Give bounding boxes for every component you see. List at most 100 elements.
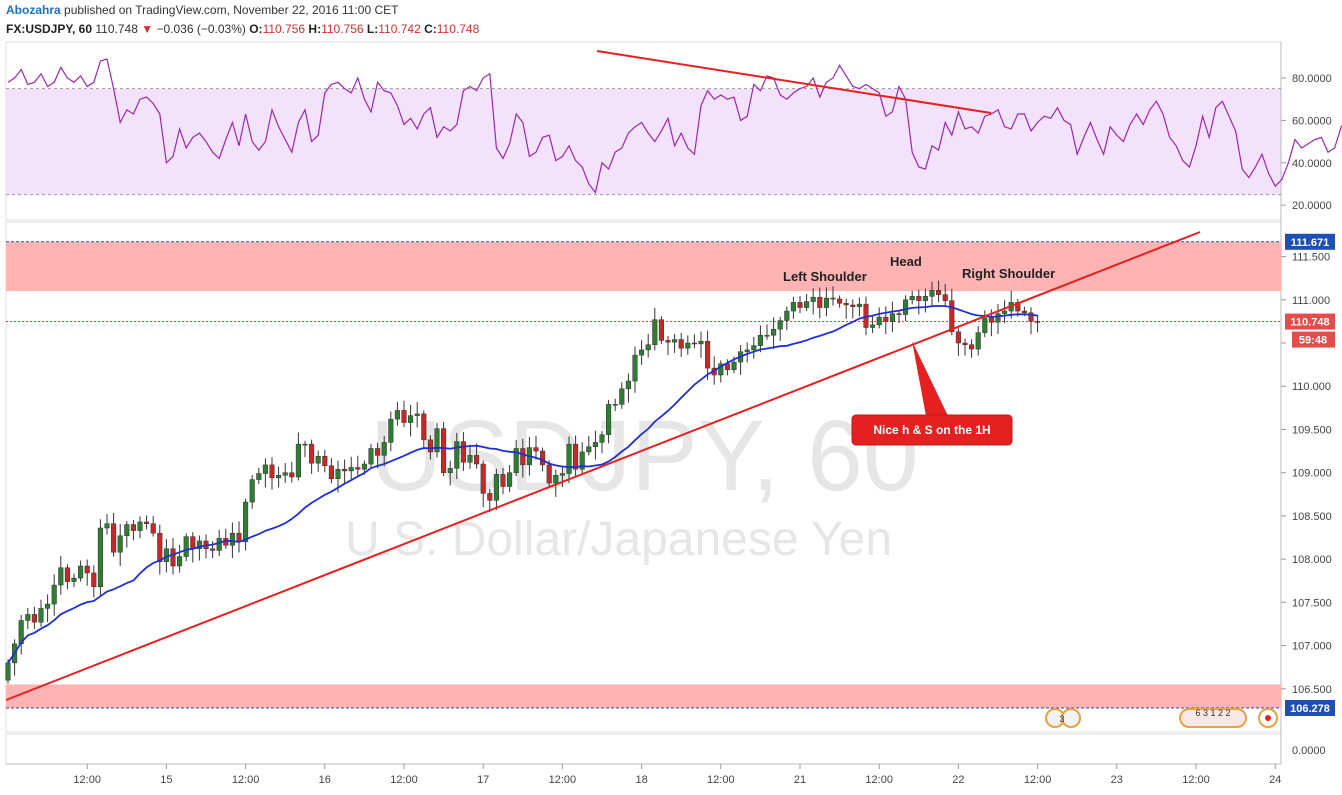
ohlc-line: FX:USDJPY, 60 110.748 ▼ −0.036 (−0.03%) … — [6, 22, 479, 36]
candle-body — [949, 300, 955, 333]
candle-body — [955, 331, 961, 344]
candle — [777, 317, 783, 341]
flag-us-jp-icon[interactable]: 3 — [1045, 708, 1081, 728]
candle — [843, 298, 849, 319]
candle-body — [78, 565, 84, 579]
candle — [289, 461, 295, 483]
candle — [573, 435, 579, 477]
candle-body — [665, 340, 671, 343]
candle-body — [639, 349, 645, 356]
candle-body — [909, 296, 915, 301]
flag-us-icon[interactable]: 6 3 1 2 2 — [1179, 708, 1247, 728]
candle-body — [45, 603, 51, 609]
candle — [797, 295, 803, 314]
candle — [771, 317, 777, 350]
candle — [25, 607, 31, 630]
candle-body — [276, 475, 282, 479]
time-tick-label: 23 — [1111, 774, 1123, 786]
close-label: C: — [424, 22, 437, 36]
candle-body — [718, 363, 724, 376]
last-price-badge — [1285, 313, 1335, 330]
event-count-1: 3 — [1059, 714, 1064, 724]
candle — [104, 513, 110, 535]
down-arrow-icon: ▼ — [141, 22, 154, 36]
time-tick-label: 18 — [635, 774, 647, 786]
time-tick-label: 12:00 — [1024, 774, 1052, 786]
candle-body — [269, 464, 275, 479]
time-tick-label: 12:00 — [707, 774, 735, 786]
time-tick-label: 24 — [1269, 774, 1281, 786]
candle-body — [434, 428, 440, 453]
candle — [850, 299, 856, 319]
candle-body — [592, 442, 598, 447]
candle-body — [929, 290, 935, 297]
candle-body — [38, 608, 44, 623]
candle — [929, 281, 935, 307]
candle — [408, 404, 414, 437]
candle — [58, 556, 64, 595]
author-name[interactable]: Abozahra — [6, 3, 61, 17]
candle — [632, 346, 638, 393]
support-price-badge — [1285, 699, 1335, 716]
candle-body — [962, 342, 968, 345]
candle-body — [408, 415, 414, 423]
candle — [738, 345, 744, 375]
candle — [685, 335, 691, 355]
rsi-divergence-line[interactable] — [596, 50, 992, 114]
candle-body — [137, 521, 143, 531]
rsi-band — [6, 88, 1281, 195]
time-tick-label: 15 — [160, 774, 172, 786]
candle-body — [104, 523, 110, 529]
candle-body — [513, 448, 519, 473]
candle — [170, 538, 176, 575]
candle-body — [157, 532, 163, 562]
candle-body — [507, 472, 513, 487]
candle — [1028, 307, 1034, 335]
candle — [546, 460, 552, 488]
candle-body — [150, 523, 156, 534]
candle — [124, 521, 130, 548]
candle-body — [361, 463, 367, 470]
candle-body — [71, 577, 77, 582]
candle-body — [975, 332, 981, 350]
open-label: O: — [249, 22, 263, 36]
candle — [355, 455, 361, 477]
candle — [150, 516, 156, 537]
candle-body — [606, 404, 612, 435]
candle — [612, 398, 618, 411]
ma-series — [7, 304, 1038, 664]
candle — [652, 307, 658, 351]
candle — [111, 512, 117, 557]
candle-body — [652, 319, 658, 345]
countdown-text: 59:48 — [1299, 335, 1327, 347]
rsi-tick-label: 80.0000 — [1292, 73, 1332, 85]
candle-body — [401, 410, 407, 423]
candle — [520, 438, 526, 478]
candle-body — [764, 334, 770, 337]
candle — [955, 328, 961, 356]
price-tick-label: 109.000 — [1292, 468, 1332, 480]
candle-body — [936, 290, 942, 295]
candle-body — [837, 298, 843, 304]
candle-body — [460, 441, 466, 463]
ascending-trendline[interactable] — [5, 231, 1201, 701]
candle — [579, 442, 585, 475]
candle-body — [500, 474, 506, 487]
candle-body — [388, 418, 394, 443]
candle-body — [427, 439, 433, 453]
last-price-badge-text: 110.748 — [1290, 317, 1329, 329]
time-axis: 12:00 15 12:00 16 12:00 17 12:00 18 12:00 21 12:00… — [73, 764, 1281, 786]
candle-body — [982, 317, 988, 333]
candle — [45, 594, 51, 623]
candle — [144, 515, 150, 530]
candle — [606, 399, 612, 444]
callout[interactable]: Nice h & S on the 1H — [851, 341, 1013, 446]
candle-body — [810, 296, 816, 302]
record-icon[interactable] — [1258, 708, 1278, 728]
candle-body — [619, 388, 625, 405]
candle — [823, 287, 829, 317]
low-value: 110.742 — [378, 22, 421, 36]
candle — [1035, 314, 1041, 333]
symbol-label[interactable]: FX:USDJPY, 60 — [6, 22, 93, 36]
